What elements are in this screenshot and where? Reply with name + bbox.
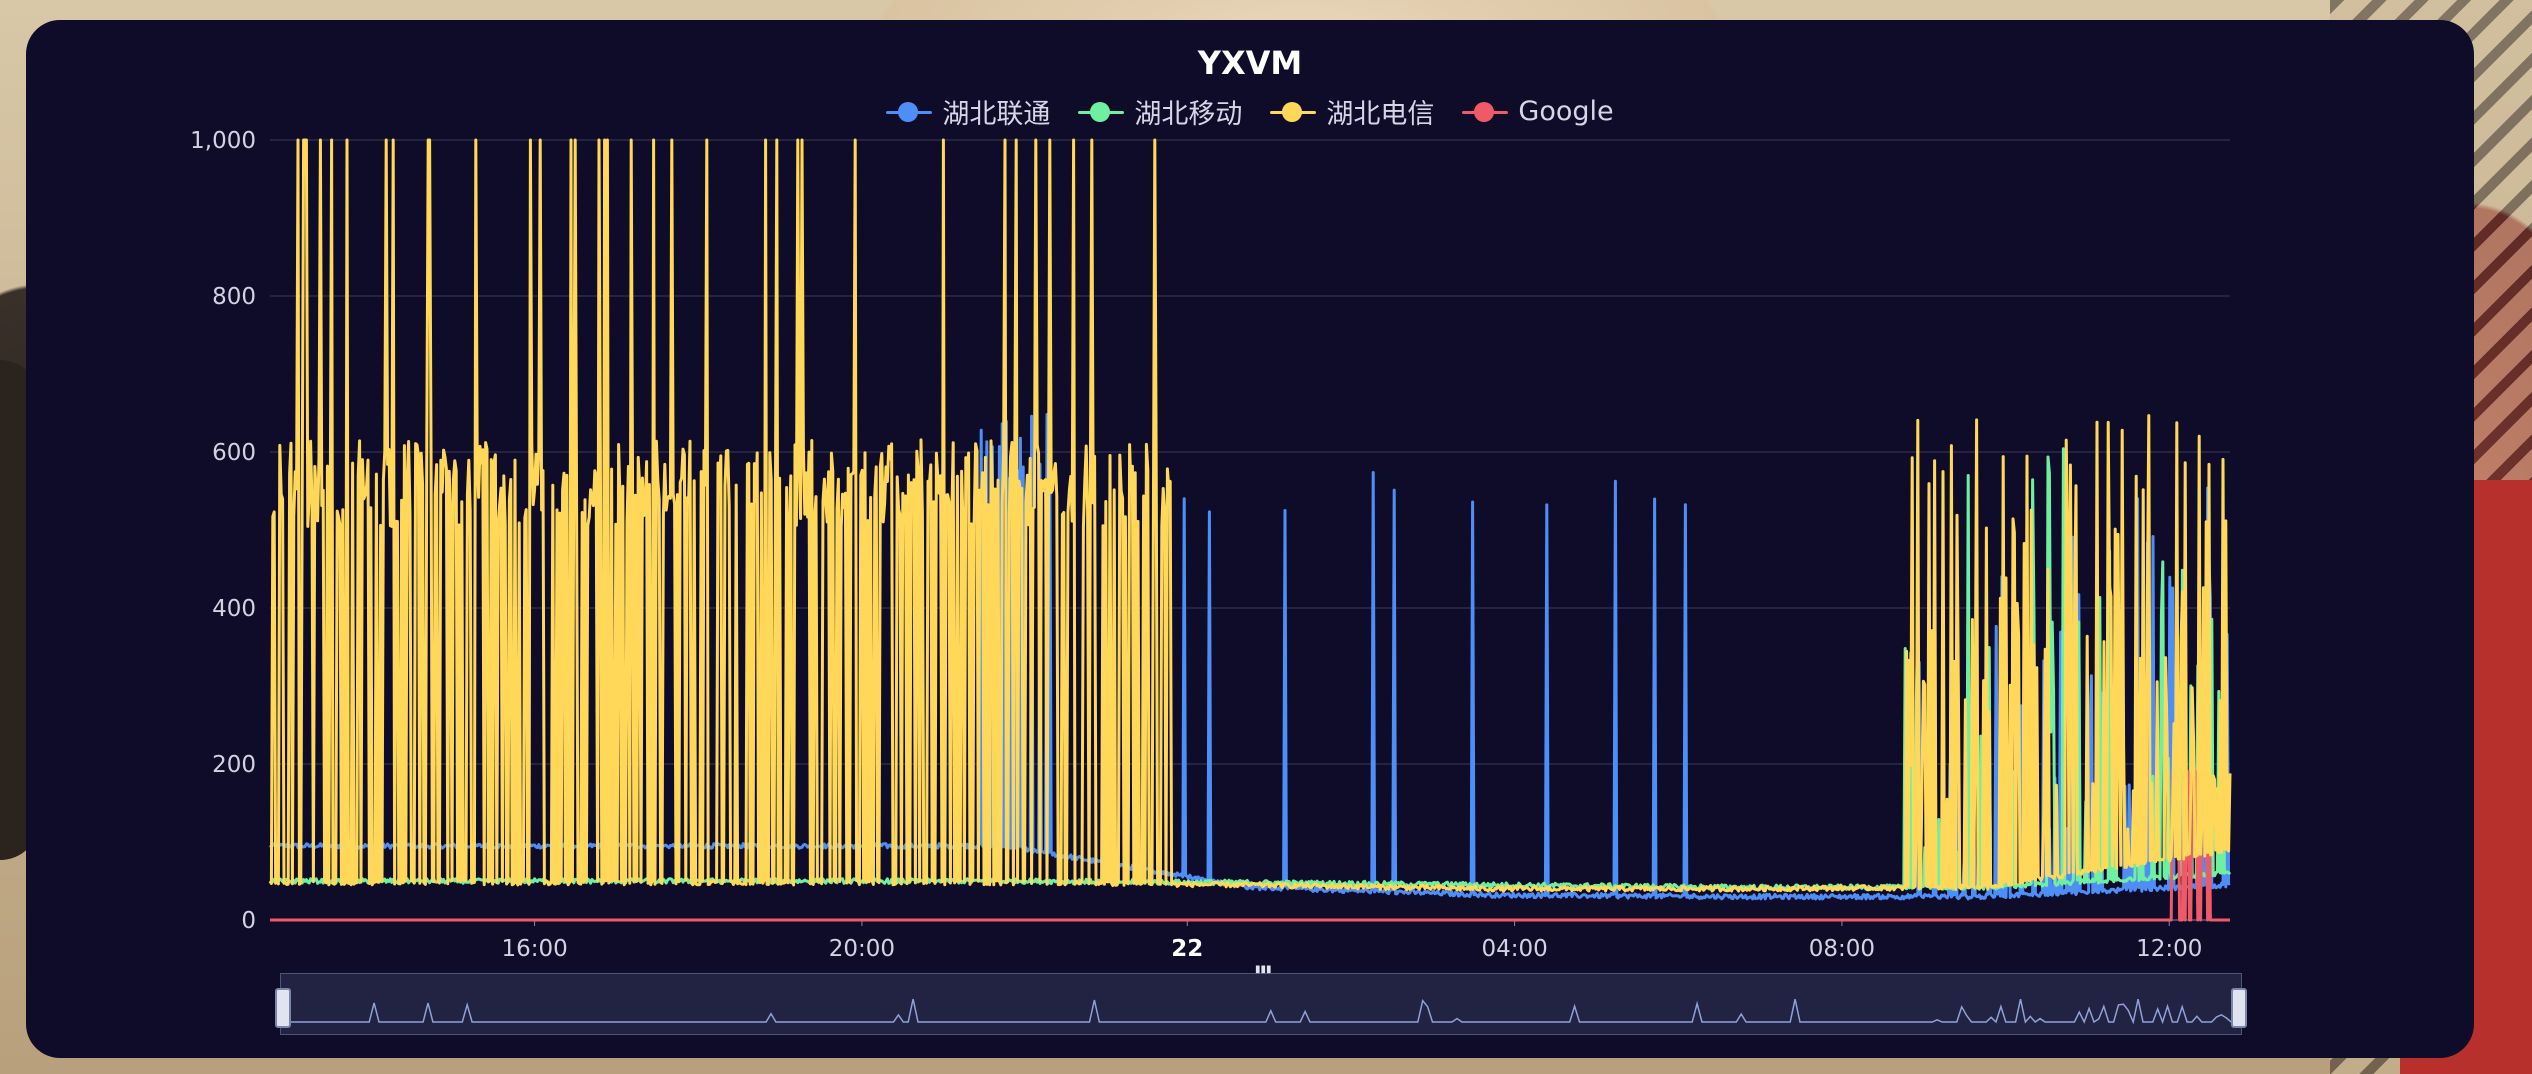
legend-label: 湖北联通 — [942, 99, 1051, 130]
x-tick-label: 04:00 — [1481, 936, 1547, 962]
legend-label: 湖北移动 — [1134, 99, 1243, 130]
y-tick-label: 1,000 — [190, 128, 256, 154]
zoom-sparkline — [281, 998, 2241, 1025]
data-zoom-slider[interactable]: ▮▮▮ — [275, 965, 2247, 1035]
legend-marker-icon — [1078, 101, 1125, 122]
line-chart: 1,000 800 600 400 200 0 16:00 20:00 22 04:00 08:0… — [190, 128, 2232, 962]
y-tick-label: 600 — [212, 440, 256, 466]
x-tick-label: 08:00 — [1809, 936, 1875, 962]
legend-item-unicom[interactable]: 湖北联通 — [886, 92, 1050, 131]
x-tick-label: 20:00 — [829, 936, 895, 962]
legend-marker-icon — [1462, 101, 1509, 122]
legend-item-google[interactable]: Google — [1462, 92, 1614, 131]
chart-title: YXVM — [1197, 44, 1303, 82]
y-tick-label: 800 — [212, 284, 256, 310]
x-tick-label: 16:00 — [501, 936, 567, 962]
y-tick-label: 0 — [241, 908, 256, 934]
zoom-grip-icon[interactable]: ▮▮▮ — [1255, 964, 1272, 975]
zoom-right-handle[interactable] — [2231, 988, 2247, 1028]
zoom-left-handle[interactable] — [275, 988, 291, 1028]
series-line-google — [269, 770, 2231, 922]
series-lines — [268, 138, 2232, 922]
legend-label: Google — [1518, 96, 1614, 127]
chart-legend: 湖北联通 湖北移动 湖北电信 Google — [26, 92, 2474, 131]
x-axis: 16:00 20:00 22 04:00 08:00 12:00 — [270, 919, 2230, 962]
legend-item-telecom[interactable]: 湖北电信 — [1270, 92, 1434, 131]
legend-label: 湖北电信 — [1326, 99, 1435, 130]
y-tick-label: 200 — [212, 752, 256, 778]
series-line-telecom — [268, 138, 2232, 893]
y-axis: 1,000 800 600 400 200 0 — [190, 128, 256, 934]
legend-item-mobile[interactable]: 湖北移动 — [1078, 92, 1242, 131]
x-tick-label: 12:00 — [2136, 936, 2202, 962]
zoom-preview — [281, 998, 2241, 1025]
chart-card: YXVM 湖北联通 湖北移动 湖北电信 Google 1,000 800 600 40… — [26, 20, 2474, 1058]
legend-marker-icon — [886, 101, 933, 122]
x-tick-label: 22 — [1171, 936, 1203, 962]
y-tick-label: 400 — [212, 596, 256, 622]
legend-marker-icon — [1270, 101, 1317, 122]
